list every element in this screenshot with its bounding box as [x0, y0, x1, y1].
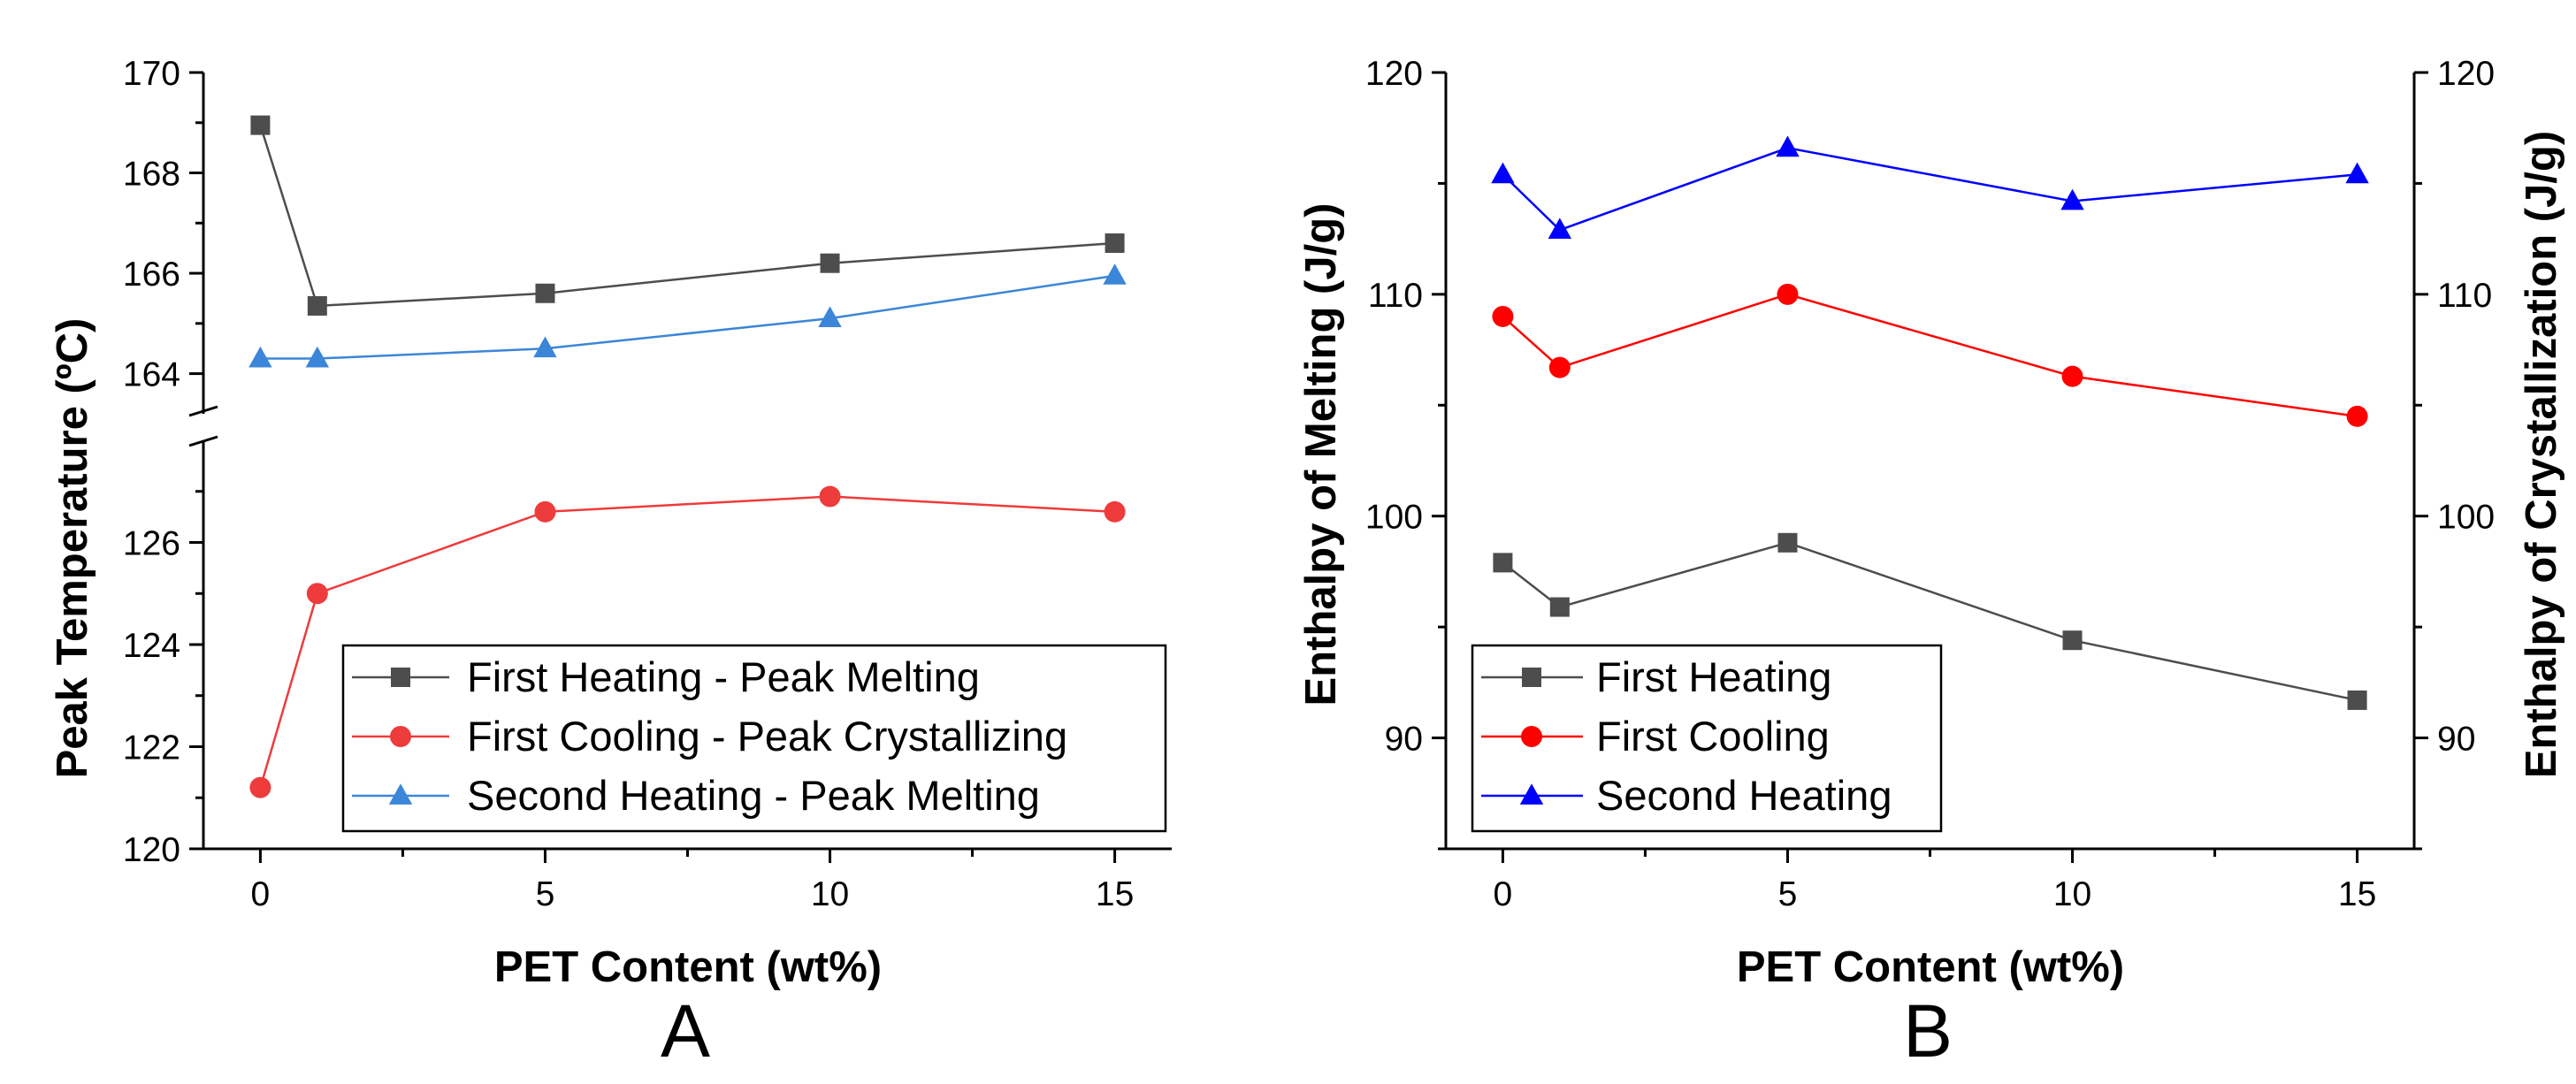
panel-b-data-point [2061, 365, 2083, 387]
panel-b-y-tick-label: 120 [1365, 55, 1423, 93]
panel-b-data-point [1548, 356, 1571, 378]
panel-b-data-point [1777, 283, 1799, 305]
panel-a-data-point [307, 295, 327, 316]
panel-a-data-point [248, 346, 272, 368]
panel-b-legend-label: First Heating [1596, 653, 1831, 700]
panel-a-legend-box [341, 644, 1167, 833]
panel-b-x-tick-label: 5 [1778, 875, 1798, 913]
panel-a-y-tick-label: 168 [123, 156, 180, 194]
panel-b-legend-marker [1519, 783, 1544, 805]
panel-a-x-tick-label: 10 [811, 875, 849, 913]
panel-a-label: A [661, 989, 710, 1073]
panel-a-series-line [259, 125, 1115, 308]
panel-a-data-point [533, 336, 557, 358]
panel-a-data-point [818, 306, 842, 328]
panel-b-y-right-tick-label: 110 [2437, 277, 2492, 315]
panel-a-y-tick-label: 126 [123, 525, 180, 563]
panel-a-data-point [1103, 263, 1127, 285]
panel-a-y-tick-label: 164 [123, 356, 180, 394]
panel-a-data-point [820, 253, 840, 273]
panel-b-x-tick-label: 0 [1494, 875, 1513, 913]
panel-b-legend-marker [1522, 668, 1541, 687]
panel-b-data-point [1776, 135, 1800, 157]
panel-b-series-lines [1502, 147, 2358, 702]
panel-a-data-point [305, 346, 330, 368]
panel-a-axes: 164 166 168 170 120 122 124 126 0 5 10 15 [123, 55, 1172, 913]
panel-a-data-point [249, 776, 271, 798]
panel-b-y-right-tick-label: 120 [2437, 55, 2495, 93]
panel-b-data-point [1549, 597, 1570, 617]
panel-b-label: B [1903, 989, 1953, 1073]
chart-panel-a: 164 166 168 170 120 122 124 126 0 5 10 15 Peak Temp… [49, 55, 1172, 1073]
panel-b-y-tick-label: 90 [1385, 721, 1423, 759]
panel-b-axes: 90 90 100 100 110 110 120 120 0 5 10 15 [1365, 55, 2495, 913]
panel-a-axis-break-mark [188, 405, 218, 417]
panel-a-y-tick-label: 122 [123, 729, 180, 767]
panel-a-legend-label: First Cooling - Peak Crystallizing [467, 713, 1067, 760]
panel-b-y-tick-label: 110 [1368, 277, 1423, 315]
panel-b-data-point [2062, 630, 2083, 651]
panel-a-y-tick-label: 170 [123, 55, 180, 93]
panel-a-data-point [1105, 233, 1125, 253]
panel-a-legend: First Heating - Peak Melting First Coolin… [341, 644, 1167, 833]
panel-b-x-tick-label: 15 [2338, 875, 2376, 913]
panel-b-y-right-tick-label: 90 [2437, 721, 2475, 759]
panel-a-axis-break-mark [188, 435, 218, 447]
panel-a-x-tick-label: 0 [251, 875, 271, 913]
panel-a-series-line [260, 274, 1115, 360]
panel-a-legend-marker [390, 726, 411, 747]
panel-b-data-point [2347, 690, 2367, 710]
panel-a-y-tick-label: 120 [123, 831, 180, 869]
panel-a-legend-marker [388, 783, 413, 805]
panel-b-series-line [1502, 147, 2358, 232]
panel-a-data-point [1104, 500, 1126, 523]
panel-a-x-tick-label: 15 [1096, 875, 1134, 913]
panel-a-y-axis-title: Peak Temperature (ºC) [49, 318, 96, 779]
panel-a-y-tick-label: 166 [123, 256, 180, 294]
panel-a-data-point [535, 283, 555, 303]
panel-b-data-point [2060, 188, 2084, 210]
panel-b-legend: First Heating First Cooling Second Heating [1471, 644, 1943, 833]
panel-b-y-right-tick-label: 100 [2437, 499, 2495, 537]
panel-b-data-point [1548, 218, 1572, 240]
panel-b-legend-marker [1521, 726, 1542, 747]
panel-a-y-tick-label: 124 [123, 627, 180, 665]
panel-b-data-point [1777, 532, 1798, 553]
panel-b-x-tick-label: 10 [2053, 875, 2091, 913]
panel-b-data-point [2346, 405, 2368, 427]
panel-a-x-tick-label: 5 [536, 875, 555, 913]
panel-a-legend-marker [391, 668, 410, 687]
panel-a-markers [248, 115, 1127, 798]
panel-b-y-axis-title: Enthalpy of Melting (J/g) [1297, 203, 1345, 706]
panel-b-markers [1491, 135, 2369, 710]
panel-a-data-point [250, 115, 271, 135]
panel-b-series-line [1502, 293, 2358, 418]
panel-b-data-point [1493, 553, 1513, 573]
panel-a-legend-label: Second Heating - Peak Melting [467, 772, 1040, 819]
panel-b-data-point [1492, 305, 1514, 327]
panel-a-x-axis-title: PET Content (wt%) [494, 943, 882, 991]
panel-a-legend-label: First Heating - Peak Melting [467, 653, 980, 700]
panel-b-data-point [1491, 162, 1515, 184]
panel-b-y-tick-label: 100 [1365, 499, 1423, 537]
panel-b-x-axis-title: PET Content (wt%) [1737, 943, 2124, 991]
panel-b-y-right-axis-title: Enthalpy of Crystallization (J/g) [2518, 131, 2565, 778]
panel-a-data-point [819, 485, 841, 508]
panel-b-data-point [2345, 162, 2369, 184]
chart-panel-b: 90 90 100 100 110 110 120 120 0 5 10 15 Enthalpy of… [1297, 55, 2565, 1073]
panel-b-legend-label: First Cooling [1596, 713, 1830, 760]
panel-a-data-point [534, 500, 556, 523]
panel-a-data-point [306, 583, 328, 605]
panel-b-legend-label: Second Heating [1596, 772, 1892, 819]
